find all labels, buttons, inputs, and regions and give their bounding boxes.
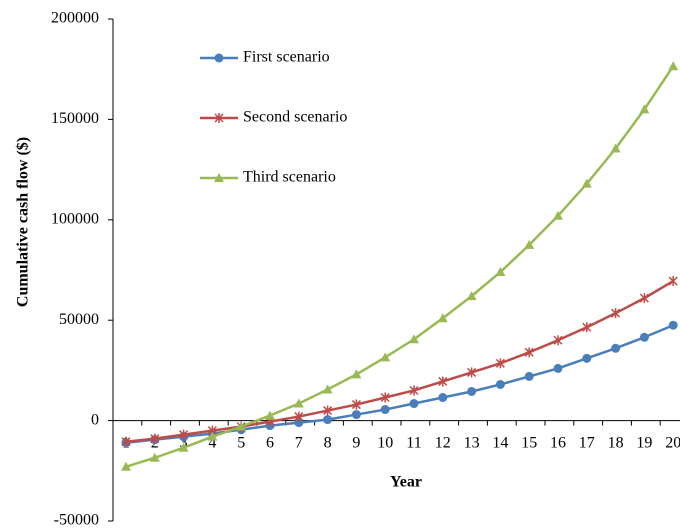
marker bbox=[380, 352, 391, 362]
x-tick-label: 9 bbox=[352, 434, 360, 451]
marker bbox=[351, 369, 362, 379]
marker bbox=[467, 386, 477, 396]
marker bbox=[323, 405, 333, 416]
marker bbox=[438, 376, 448, 387]
x-tick-label: 8 bbox=[324, 434, 332, 451]
marker bbox=[294, 411, 304, 422]
marker bbox=[409, 334, 419, 344]
marker bbox=[178, 442, 189, 452]
marker bbox=[553, 335, 563, 346]
marker bbox=[121, 461, 131, 471]
x-tick-label: 13 bbox=[464, 434, 480, 451]
marker bbox=[149, 452, 160, 462]
marker bbox=[380, 392, 390, 403]
x-tick-label: 11 bbox=[406, 434, 421, 451]
x-tick-label: 4 bbox=[208, 434, 216, 451]
x-tick-label: 5 bbox=[237, 434, 245, 451]
y-axis-title: Cumulative cash flow ($) bbox=[15, 137, 32, 307]
marker bbox=[495, 379, 505, 389]
marker bbox=[150, 433, 160, 444]
legend-label: First scenario bbox=[243, 49, 330, 66]
x-tick-label: 6 bbox=[266, 434, 274, 451]
marker bbox=[236, 421, 247, 431]
marker bbox=[639, 104, 650, 114]
marker bbox=[467, 367, 477, 378]
y-tick-label: 50000 bbox=[59, 311, 99, 328]
marker bbox=[639, 332, 649, 342]
y-tick-label: 0 bbox=[91, 411, 99, 428]
marker bbox=[437, 313, 448, 323]
marker bbox=[438, 393, 448, 403]
marker bbox=[323, 415, 333, 425]
marker bbox=[214, 113, 224, 123]
x-tick-label: 19 bbox=[636, 434, 652, 451]
marker bbox=[409, 399, 419, 409]
marker bbox=[611, 308, 621, 319]
marker bbox=[668, 276, 678, 287]
series-line bbox=[125, 324, 674, 444]
marker bbox=[582, 353, 592, 363]
marker bbox=[668, 320, 678, 330]
x-tick-label: 10 bbox=[377, 434, 393, 451]
marker bbox=[611, 343, 621, 353]
marker bbox=[553, 210, 563, 220]
marker bbox=[610, 143, 621, 153]
marker bbox=[553, 363, 563, 373]
marker bbox=[495, 267, 506, 277]
x-tick-label: 20 bbox=[665, 434, 680, 451]
y-tick-label: -50000 bbox=[54, 512, 99, 529]
y-tick-label: 150000 bbox=[51, 110, 99, 127]
marker bbox=[214, 173, 224, 182]
x-tick-label: 16 bbox=[550, 434, 566, 451]
marker bbox=[265, 410, 275, 420]
x-tick-label: 14 bbox=[492, 434, 508, 451]
marker bbox=[409, 385, 419, 396]
y-tick-label: 100000 bbox=[51, 210, 99, 227]
marker bbox=[380, 405, 390, 415]
marker bbox=[121, 436, 131, 447]
series-line bbox=[125, 65, 675, 468]
x-tick-label: 18 bbox=[608, 434, 624, 451]
marker bbox=[351, 399, 361, 410]
x-tick-label: 7 bbox=[295, 434, 303, 451]
x-tick-label: 12 bbox=[435, 434, 451, 451]
x-tick-label: 15 bbox=[521, 434, 537, 451]
marker bbox=[179, 429, 189, 440]
marker bbox=[351, 410, 361, 420]
marker bbox=[524, 347, 534, 358]
marker bbox=[214, 53, 224, 63]
legend-label: Second scenario bbox=[243, 109, 347, 126]
marker bbox=[524, 371, 534, 381]
marker bbox=[581, 178, 592, 188]
marker bbox=[293, 398, 304, 408]
marker bbox=[466, 291, 477, 301]
marker bbox=[207, 431, 218, 441]
marker bbox=[582, 322, 592, 333]
y-tick-label: 200000 bbox=[51, 10, 99, 27]
marker bbox=[639, 293, 649, 304]
series-line bbox=[125, 279, 674, 443]
marker bbox=[495, 358, 505, 369]
legend-label: Third scenario bbox=[243, 169, 336, 186]
marker bbox=[668, 61, 679, 71]
x-axis-title: Year bbox=[390, 474, 422, 491]
x-tick-label: 17 bbox=[579, 434, 595, 451]
marker bbox=[294, 418, 304, 428]
marker bbox=[322, 384, 333, 394]
marker bbox=[524, 239, 535, 249]
